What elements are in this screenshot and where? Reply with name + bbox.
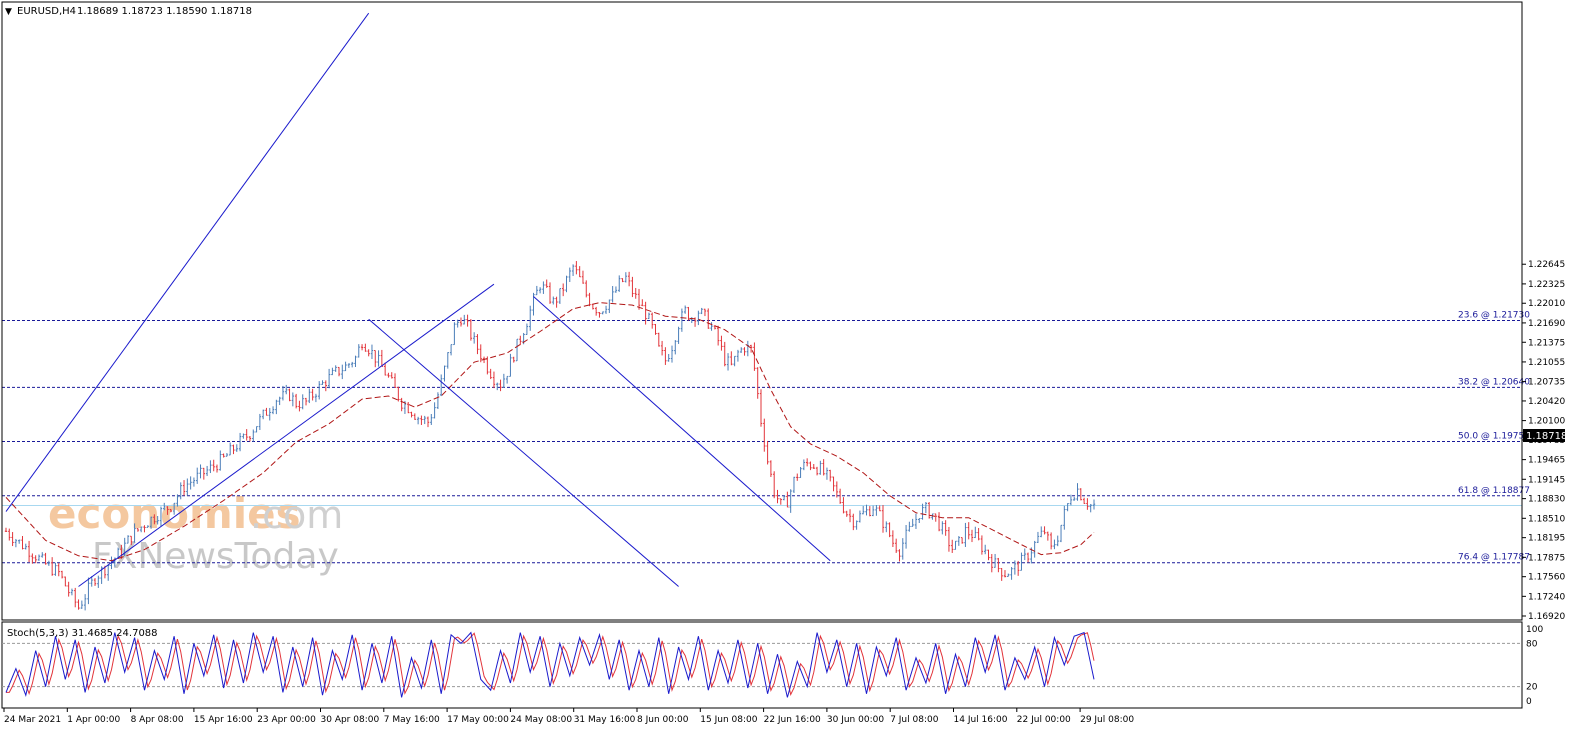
channel-line (533, 296, 831, 562)
time-tick-label: 22 Jun 16:00 (764, 715, 821, 725)
stoch-tick-label: 0 (1526, 697, 1532, 707)
stoch-tick-label: 100 (1526, 625, 1543, 635)
candles (4, 261, 1096, 611)
fib-label: 38.2 @ 1.20640 (1458, 377, 1530, 387)
price-tick-label: 1.20100 (1528, 417, 1565, 427)
channel-lines (5, 12, 831, 587)
time-tick-label: 8 Jun 00:00 (637, 715, 689, 725)
watermark-line2: FXNewsToday (92, 536, 339, 577)
time-tick-label: 30 Apr 08:00 (321, 715, 380, 725)
stoch-main-line (5, 631, 1095, 698)
fib-label: 76.4 @ 1.17787 (1458, 553, 1530, 563)
price-tick-label: 1.17560 (1528, 573, 1565, 583)
stoch-signal-line (6, 632, 1095, 696)
price-tick-label: 1.22325 (1528, 280, 1565, 290)
price-tick-label: 1.20735 (1528, 378, 1565, 388)
time-tick-label: 8 Apr 08:00 (131, 715, 184, 725)
chart-header: ▼ EURUSD,H4 1.18689 1.18723 1.18590 1.18… (5, 6, 252, 17)
symbol-timeframe: EURUSD,H4 (17, 6, 76, 17)
price-tick-label: 1.17240 (1528, 592, 1565, 602)
channel-line (5, 12, 370, 512)
time-tick-label: 24 May 08:00 (510, 715, 572, 725)
watermark: economies .com FXNewsToday (48, 489, 343, 577)
price-tick-label: 1.19145 (1528, 475, 1565, 485)
price-tick-label: 1.16920 (1528, 612, 1565, 622)
main-pane-frame (1, 1, 1523, 621)
time-tick-label: 23 Apr 00:00 (257, 715, 316, 725)
price-tick-label: 1.18510 (1528, 514, 1565, 524)
price-tick-label: 1.20420 (1528, 397, 1565, 407)
current-price-tag-bg (1523, 429, 1565, 442)
ohlc-values: 1.18689 1.18723 1.18590 1.18718 (77, 6, 252, 17)
price-tick-label: 1.22645 (1528, 260, 1565, 270)
time-tick-label: 15 Jun 08:00 (700, 715, 757, 725)
time-tick-label: 24 Mar 2021 (4, 715, 61, 725)
stochastic-pane: 100 80 20 0 (2, 625, 1543, 707)
watermark-line1-suffix: .com (250, 493, 343, 537)
price-tick-label: 1.18195 (1528, 534, 1565, 544)
time-tick-label: 22 Jul 00:00 (1017, 715, 1071, 725)
fib-label: 23.6 @ 1.21730 (1458, 310, 1530, 320)
fib-label: 61.8 @ 1.18877 (1458, 486, 1530, 496)
time-tick-label: 29 Jul 08:00 (1080, 715, 1134, 725)
time-axis: 24 Mar 2021 1 Apr 00:00 8 Apr 08:00 15 Apr … (3, 708, 1134, 725)
fib-levels: 23.6 @ 1.21730 38.2 @ 1.20640 50.0 @ 1.197… (2, 310, 1530, 564)
stoch-label: Stoch(5,3,3) 31.4685 24.7088 (7, 628, 158, 639)
current-price-tag[interactable]: 1.18718 (1523, 429, 1567, 442)
time-tick-label: 15 Apr 16:00 (194, 715, 253, 725)
time-tick-label: 31 May 16:00 (574, 715, 636, 725)
price-tick-label: 1.21055 (1528, 358, 1565, 368)
time-tick-label: 7 Jul 08:00 (890, 715, 939, 725)
time-tick-label: 17 May 00:00 (447, 715, 509, 725)
stoch-tick-label: 20 (1526, 683, 1538, 693)
time-tick-label: 14 Jul 16:00 (954, 715, 1008, 725)
price-tick-label: 1.19465 (1528, 456, 1565, 466)
stoch-tick-label: 80 (1526, 639, 1538, 649)
price-tick-label: 1.17875 (1528, 553, 1565, 563)
moving-average-line (5, 302, 1095, 562)
time-tick-label: 1 Apr 00:00 (67, 715, 120, 725)
price-tick-label: 1.21690 (1528, 319, 1565, 329)
time-tick-label: 7 May 16:00 (384, 715, 440, 725)
price-tick-label: 1.22010 (1528, 299, 1565, 309)
price-tick-label: 1.21375 (1528, 338, 1565, 348)
channel-line (78, 283, 495, 587)
price-tick-label: 1.18830 (1528, 495, 1565, 505)
current-price-tag-text: 1.18718 (1526, 431, 1567, 442)
symbol-arrow-icon[interactable]: ▼ (5, 7, 12, 17)
time-tick-label: 30 Jun 00:00 (827, 715, 884, 725)
fib-label: 50.0 @ 1.19759 (1458, 432, 1530, 442)
price-axis: 1.22645 1.22325 1.22010 1.21690 1.21375 1.210… (1522, 260, 1565, 622)
stoch-pane-frame (1, 621, 1523, 709)
channel-line (368, 318, 679, 587)
